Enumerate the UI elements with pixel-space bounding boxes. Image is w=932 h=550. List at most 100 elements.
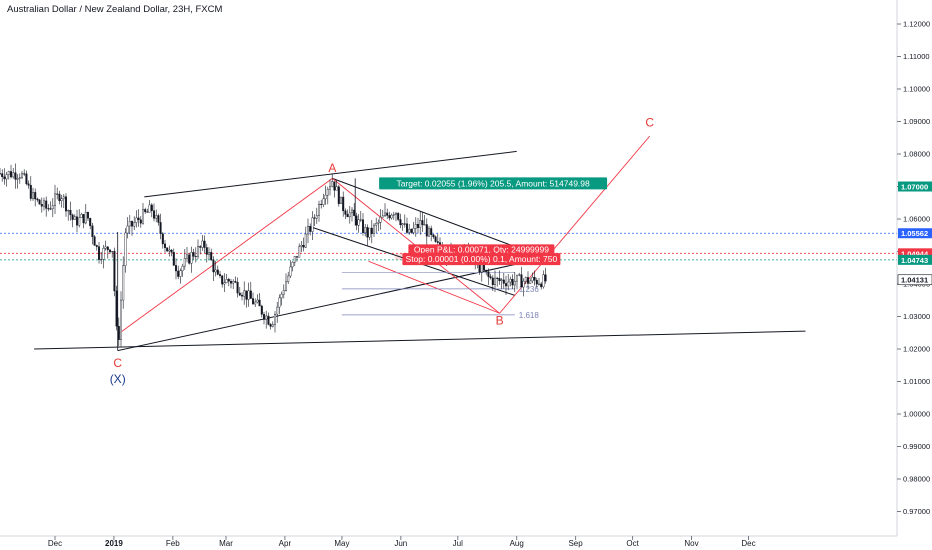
trendline — [499, 135, 651, 314]
candle-body — [40, 203, 43, 207]
candle-body — [269, 324, 272, 327]
candle-body — [78, 217, 81, 226]
candle-body — [177, 270, 180, 277]
price-tag-label: 1.04944 — [901, 249, 929, 258]
candle-body — [249, 290, 252, 299]
price-tag-label: 1.04131 — [901, 276, 928, 285]
candle-body — [117, 326, 120, 340]
candle-body — [14, 172, 17, 180]
candle-body — [518, 274, 521, 276]
fib-level-label: 1.236 — [519, 285, 540, 294]
price-axis[interactable]: 1.12000 1.11000 1.10000 1.09000 1.08000 1.070… — [897, 20, 932, 517]
candle-body — [47, 208, 50, 210]
candle-body — [511, 278, 514, 286]
position-open-box — [408, 244, 555, 255]
candle-body — [214, 269, 217, 273]
candle-body — [130, 221, 133, 227]
trendline — [332, 177, 515, 248]
time-tick-label: Feb — [166, 539, 180, 548]
candle-body — [144, 209, 147, 213]
candle-body — [386, 212, 389, 216]
candle-body — [54, 193, 57, 206]
candle-body — [62, 196, 65, 199]
candle-body — [207, 252, 210, 255]
candle-body — [38, 199, 41, 205]
candle-body — [192, 252, 195, 257]
candle-body — [185, 254, 188, 259]
candle-body — [260, 305, 263, 315]
candle-body — [381, 215, 384, 218]
candle-body — [346, 214, 349, 218]
candle-body — [419, 220, 422, 228]
candle-body — [529, 280, 532, 284]
candle-body — [216, 269, 219, 275]
price-tick-label: 1.11000 — [903, 52, 930, 61]
price-tag — [898, 254, 932, 265]
candle-body — [489, 276, 492, 279]
candle-body — [119, 299, 122, 340]
price-tick-label: 0.97000 — [903, 507, 930, 516]
time-axis[interactable]: Dec 2019 Feb Mar Apr May Jun Jul Aug Sep Oct Nov Dec — [48, 536, 756, 548]
time-tick-label: May — [334, 539, 349, 548]
candle-body — [106, 246, 109, 251]
candle-body — [296, 256, 299, 258]
candle-body — [243, 290, 246, 297]
candle-body — [370, 227, 373, 234]
candle-body — [399, 219, 402, 226]
candle-body — [7, 171, 10, 175]
candle-body — [267, 315, 270, 325]
candle-body — [205, 247, 208, 255]
trendline — [117, 259, 538, 352]
candle-body — [502, 279, 505, 284]
candle-body — [527, 277, 530, 284]
candle-body — [278, 297, 281, 308]
price-tick-label: 1.00000 — [903, 410, 930, 419]
candle-body — [12, 172, 15, 178]
candle-body — [282, 290, 285, 295]
candle-body — [403, 223, 406, 225]
candle-body — [166, 247, 169, 252]
candle-body — [538, 283, 541, 285]
candle-body — [155, 215, 158, 219]
price-tick-label: 1.02000 — [903, 345, 930, 354]
candle-body — [326, 188, 329, 196]
candle-body — [29, 185, 32, 199]
candle-body — [100, 259, 103, 261]
candle-body — [436, 241, 439, 243]
price-tick-label: 1.06000 — [903, 215, 930, 224]
candle-body — [535, 279, 538, 285]
candle-body — [190, 252, 193, 264]
candle-body — [3, 176, 6, 180]
candle-body — [375, 222, 378, 226]
candle-body — [157, 215, 160, 223]
position-open-text: Open P&L: 0.00071, Qty: 24999999 — [414, 244, 549, 254]
candle-body — [507, 281, 510, 287]
candle-body — [254, 301, 257, 305]
candle-body — [232, 281, 235, 284]
candle-body — [388, 215, 391, 219]
candle-body — [137, 217, 140, 220]
candle-body — [320, 203, 323, 205]
candle-body — [148, 204, 151, 213]
candle-body — [247, 290, 250, 300]
time-tick-label: Jul — [453, 539, 463, 548]
candle-body — [152, 210, 155, 219]
candle-body — [351, 209, 354, 214]
candle-body — [425, 224, 428, 237]
candle-body — [368, 227, 371, 238]
candle-body — [56, 193, 59, 195]
candle-body — [395, 212, 398, 215]
candle-body — [133, 222, 136, 227]
candle-body — [221, 275, 224, 285]
time-tick-label: Sep — [568, 539, 583, 548]
candle-body — [357, 219, 360, 226]
candle-body — [285, 281, 288, 291]
candle-body — [304, 233, 307, 248]
position-stop-text: Stop: 0.00001 (0.00%) 0.1, Amount: 750 — [406, 254, 558, 264]
candle-body — [9, 171, 12, 178]
candle-body — [289, 266, 292, 277]
candle-body — [337, 186, 340, 204]
candle-body — [540, 283, 543, 288]
